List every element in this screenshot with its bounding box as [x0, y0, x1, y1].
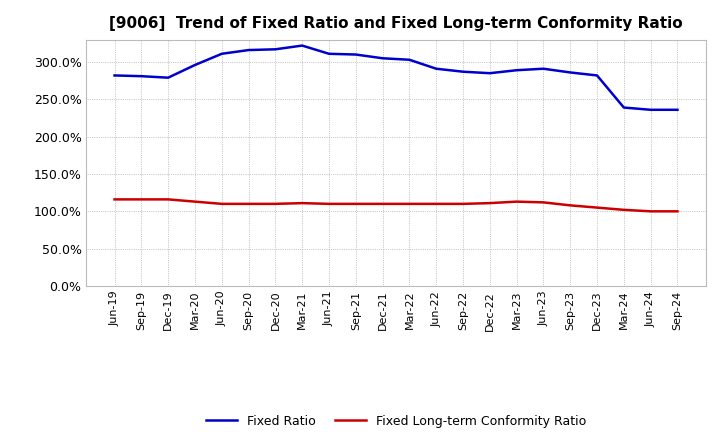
Fixed Ratio	[351, 52, 360, 57]
Fixed Long-term Conformity Ratio	[619, 207, 628, 213]
Fixed Ratio	[271, 47, 279, 52]
Fixed Long-term Conformity Ratio	[217, 201, 226, 206]
Fixed Ratio	[513, 68, 521, 73]
Fixed Long-term Conformity Ratio	[459, 201, 467, 206]
Fixed Long-term Conformity Ratio	[137, 197, 145, 202]
Fixed Long-term Conformity Ratio	[485, 201, 494, 206]
Fixed Ratio	[619, 105, 628, 110]
Fixed Long-term Conformity Ratio	[405, 201, 414, 206]
Fixed Ratio	[647, 107, 655, 113]
Fixed Long-term Conformity Ratio	[566, 203, 575, 208]
Fixed Ratio	[298, 43, 307, 48]
Fixed Ratio	[164, 75, 173, 81]
Fixed Ratio	[325, 51, 333, 56]
Fixed Ratio	[217, 51, 226, 56]
Fixed Ratio	[378, 55, 387, 61]
Line: Fixed Long-term Conformity Ratio: Fixed Long-term Conformity Ratio	[114, 199, 678, 211]
Fixed Long-term Conformity Ratio	[298, 201, 307, 206]
Fixed Ratio	[459, 69, 467, 74]
Fixed Long-term Conformity Ratio	[110, 197, 119, 202]
Fixed Ratio	[673, 107, 682, 113]
Fixed Long-term Conformity Ratio	[513, 199, 521, 204]
Fixed Ratio	[593, 73, 601, 78]
Fixed Ratio	[539, 66, 548, 71]
Fixed Long-term Conformity Ratio	[593, 205, 601, 210]
Fixed Ratio	[191, 62, 199, 68]
Fixed Long-term Conformity Ratio	[244, 201, 253, 206]
Fixed Long-term Conformity Ratio	[673, 209, 682, 214]
Fixed Ratio	[485, 70, 494, 76]
Fixed Long-term Conformity Ratio	[432, 201, 441, 206]
Fixed Long-term Conformity Ratio	[271, 201, 279, 206]
Fixed Ratio	[244, 48, 253, 53]
Line: Fixed Ratio: Fixed Ratio	[114, 46, 678, 110]
Fixed Ratio	[110, 73, 119, 78]
Fixed Long-term Conformity Ratio	[164, 197, 173, 202]
Fixed Ratio	[137, 73, 145, 79]
Fixed Long-term Conformity Ratio	[325, 201, 333, 206]
Fixed Long-term Conformity Ratio	[647, 209, 655, 214]
Fixed Long-term Conformity Ratio	[539, 200, 548, 205]
Fixed Ratio	[432, 66, 441, 71]
Fixed Long-term Conformity Ratio	[191, 199, 199, 204]
Fixed Ratio	[405, 57, 414, 62]
Fixed Ratio	[566, 70, 575, 75]
Fixed Long-term Conformity Ratio	[378, 201, 387, 206]
Fixed Long-term Conformity Ratio	[351, 201, 360, 206]
Title: [9006]  Trend of Fixed Ratio and Fixed Long-term Conformity Ratio: [9006] Trend of Fixed Ratio and Fixed Lo…	[109, 16, 683, 32]
Legend: Fixed Ratio, Fixed Long-term Conformity Ratio: Fixed Ratio, Fixed Long-term Conformity …	[201, 410, 591, 433]
